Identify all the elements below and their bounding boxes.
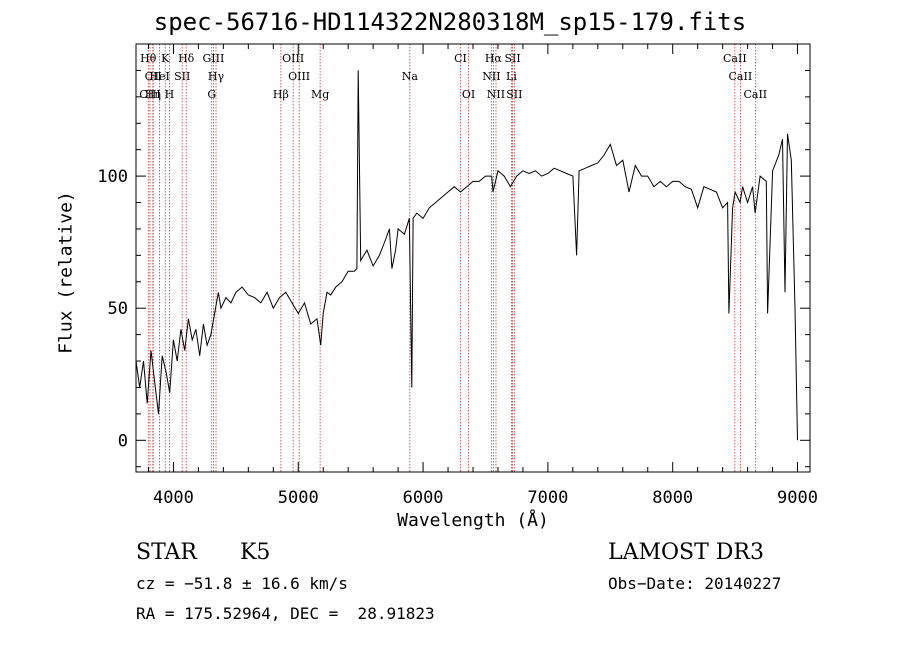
line-label-18: OI <box>462 88 475 101</box>
y-axis-label: Flux (relative) <box>55 191 77 354</box>
observation-date: Obs−Date: 20140227 <box>608 574 782 593</box>
object-subclass: K5 <box>240 540 271 565</box>
line-label-27: CaII <box>743 88 767 101</box>
line-label-23: Li <box>506 70 517 83</box>
x-tick-label-8000: 8000 <box>652 488 693 508</box>
spectrum-line <box>135 70 798 441</box>
line-label-10: Hγ <box>208 70 225 83</box>
line-label-5: Hη <box>145 88 161 101</box>
x-axis-label: Wavelength (Å) <box>397 510 549 531</box>
line-label-3: K <box>161 52 170 65</box>
line-label-7: Hδ <box>178 52 195 65</box>
line-label-22: SII <box>504 52 520 65</box>
x-tick-label-7000: 7000 <box>527 488 568 508</box>
line-label-0: Hθ <box>140 52 157 65</box>
object-class: STAR <box>136 540 197 565</box>
x-tick-label-6000: 6000 <box>403 488 444 508</box>
redshift-velocity: cz = −51.8 ± 16.6 km/s <box>136 574 348 593</box>
axes: 4000 5000 6000 7000 8000 9000 0 50 100 <box>97 44 818 508</box>
line-labels: Hθ CII CIII K HeI Hη H Hδ SII GIII Hγ G OIII OIII Hβ Mg… <box>139 52 767 101</box>
line-label-8: SII <box>174 70 190 83</box>
line-label-24: SII <box>506 88 522 101</box>
plot-frame <box>135 43 811 473</box>
y-tick-label-100: 100 <box>97 167 128 187</box>
line-label-26: CaII <box>729 70 753 83</box>
line-label-16: Na <box>402 70 419 83</box>
line-label-2: CIII <box>139 88 160 101</box>
line-label-17: CI <box>454 52 467 65</box>
coordinates: RA = 175.52964, DEC = 28.91823 <box>136 604 435 623</box>
line-label-4: HeI <box>149 70 169 83</box>
line-label-15: Mg <box>311 88 329 101</box>
line-label-9: GIII <box>202 52 224 65</box>
line-label-20: NII <box>482 70 500 83</box>
x-tick-label-9000: 9000 <box>777 488 818 508</box>
survey-name: LAMOST DR3 <box>608 540 764 565</box>
line-label-1: CII <box>145 70 162 83</box>
line-label-13: OIII <box>288 70 310 83</box>
line-label-11: G <box>207 88 216 101</box>
x-tick-label-4000: 4000 <box>153 488 194 508</box>
line-label-19: Hα <box>485 52 503 65</box>
line-label-21: NII <box>487 88 505 101</box>
line-label-12: OIII <box>282 52 304 65</box>
y-tick-label-0: 0 <box>118 431 128 451</box>
chart-title: spec-56716-HD114322N280318M_sp15-179.fit… <box>153 8 747 36</box>
line-label-6: H <box>165 88 175 101</box>
y-tick-label-50: 50 <box>108 299 128 319</box>
line-label-25: CaII <box>723 52 747 65</box>
line-markers <box>147 44 756 472</box>
x-tick-label-5000: 5000 <box>278 488 319 508</box>
line-label-14: Hβ <box>273 88 289 101</box>
